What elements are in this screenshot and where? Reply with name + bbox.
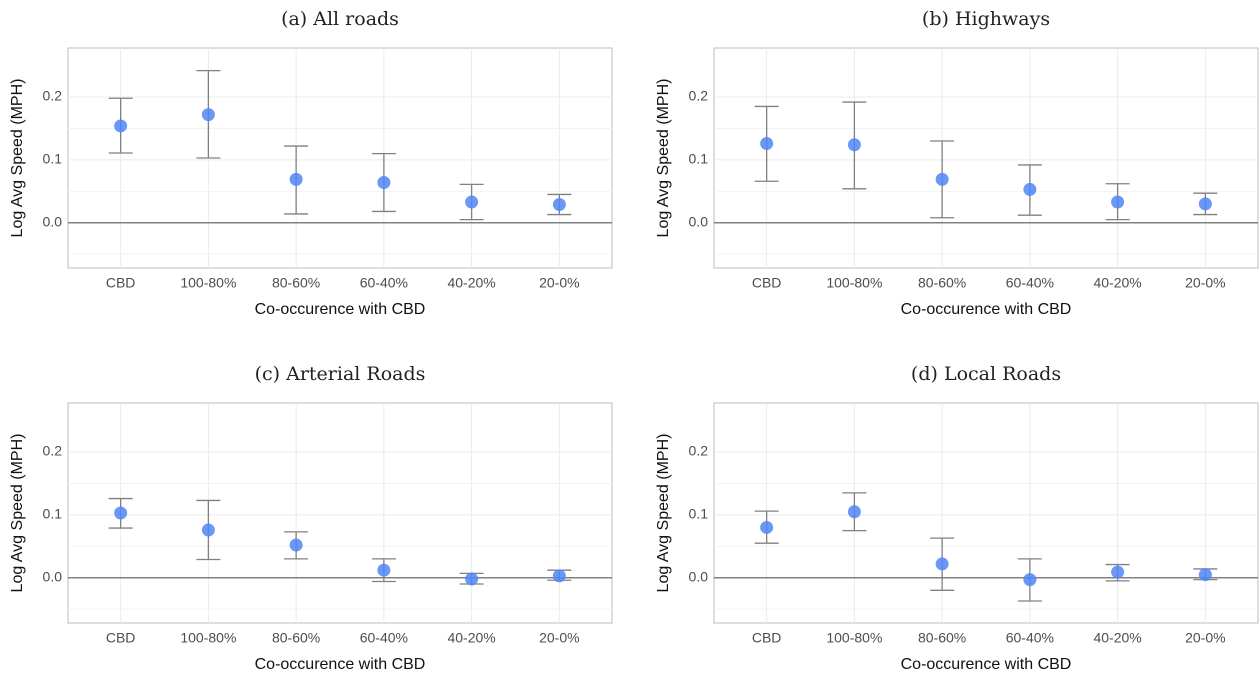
y-tick-label: 0.1	[43, 151, 63, 167]
chart-title: (c) Arterial Roads	[255, 363, 426, 385]
x-tick-label: 100-80%	[826, 275, 882, 291]
plot-panel	[67, 47, 613, 269]
point	[377, 563, 391, 577]
y-tick-label: 0.0	[689, 568, 709, 584]
chart-title: (a) All roads	[281, 8, 399, 30]
x-axis-label: Co-occurence with CBD	[255, 656, 426, 673]
x-tick-label: 20-0%	[539, 630, 579, 646]
x-tick-label: 40-20%	[1093, 630, 1141, 646]
point	[847, 138, 861, 152]
chart-title: (d) Local Roads	[911, 363, 1061, 385]
x-tick-label: 20-0%	[1185, 275, 1225, 291]
x-tick-label: 80-60%	[272, 630, 320, 646]
x-tick-label: 100-80%	[826, 630, 882, 646]
y-tick-label: 0.2	[689, 443, 709, 459]
y-tick-label: 0.1	[43, 506, 63, 522]
point	[760, 520, 774, 534]
y-tick-label: 0.2	[43, 88, 63, 104]
y-tick-label: 0.1	[689, 151, 709, 167]
y-tick-label: 0.2	[689, 88, 709, 104]
point	[201, 523, 215, 537]
x-tick-label: 60-40%	[360, 275, 408, 291]
y-tick-label: 0.0	[43, 568, 63, 584]
y-tick-label: 0.0	[689, 213, 709, 229]
point	[847, 505, 861, 519]
x-tick-label: 80-60%	[272, 275, 320, 291]
point	[1023, 573, 1037, 587]
x-tick-label: 40-20%	[447, 275, 495, 291]
y-axis-label: Log Avg Speed (MPH)	[9, 434, 26, 593]
x-tick-label: 60-40%	[360, 630, 408, 646]
x-tick-label: 100-80%	[180, 275, 236, 291]
x-tick-label: 20-0%	[539, 275, 579, 291]
point	[935, 172, 949, 186]
point	[1111, 565, 1125, 579]
point	[114, 506, 128, 520]
point	[552, 569, 566, 583]
x-tick-label: CBD	[752, 275, 782, 291]
x-tick-label: CBD	[752, 630, 782, 646]
x-tick-label: 80-60%	[918, 275, 966, 291]
x-tick-label: 40-20%	[1093, 275, 1141, 291]
x-tick-label: 100-80%	[180, 630, 236, 646]
y-tick-label: 0.0	[43, 213, 63, 229]
point	[465, 195, 479, 209]
point	[552, 198, 566, 212]
x-tick-label: 60-40%	[1006, 630, 1054, 646]
point	[1111, 195, 1125, 209]
plot-panel	[67, 402, 613, 624]
point	[1023, 182, 1037, 196]
x-tick-label: 40-20%	[447, 630, 495, 646]
point	[289, 538, 303, 552]
y-axis-label: Log Avg Speed (MPH)	[9, 79, 26, 238]
point	[1198, 568, 1212, 582]
x-tick-label: CBD	[106, 630, 136, 646]
point	[114, 119, 128, 133]
point	[760, 137, 774, 151]
x-tick-label: 80-60%	[918, 630, 966, 646]
y-tick-label: 0.1	[689, 506, 709, 522]
x-axis-label: Co-occurence with CBD	[255, 301, 426, 318]
x-axis-label: Co-occurence with CBD	[901, 656, 1072, 673]
y-axis-label: Log Avg Speed (MPH)	[655, 434, 672, 593]
point	[201, 108, 215, 122]
point	[377, 176, 391, 190]
plot-panel	[713, 47, 1259, 269]
point	[935, 557, 949, 571]
x-axis-label: Co-occurence with CBD	[901, 301, 1072, 318]
x-tick-label: CBD	[106, 275, 136, 291]
chart-title: (b) Highways	[922, 8, 1050, 30]
y-tick-label: 0.2	[43, 443, 63, 459]
point	[1198, 197, 1212, 211]
plot-panel	[713, 402, 1259, 624]
x-tick-label: 60-40%	[1006, 275, 1054, 291]
point	[465, 572, 479, 586]
y-axis-label: Log Avg Speed (MPH)	[655, 79, 672, 238]
point	[289, 172, 303, 186]
x-tick-label: 20-0%	[1185, 630, 1225, 646]
